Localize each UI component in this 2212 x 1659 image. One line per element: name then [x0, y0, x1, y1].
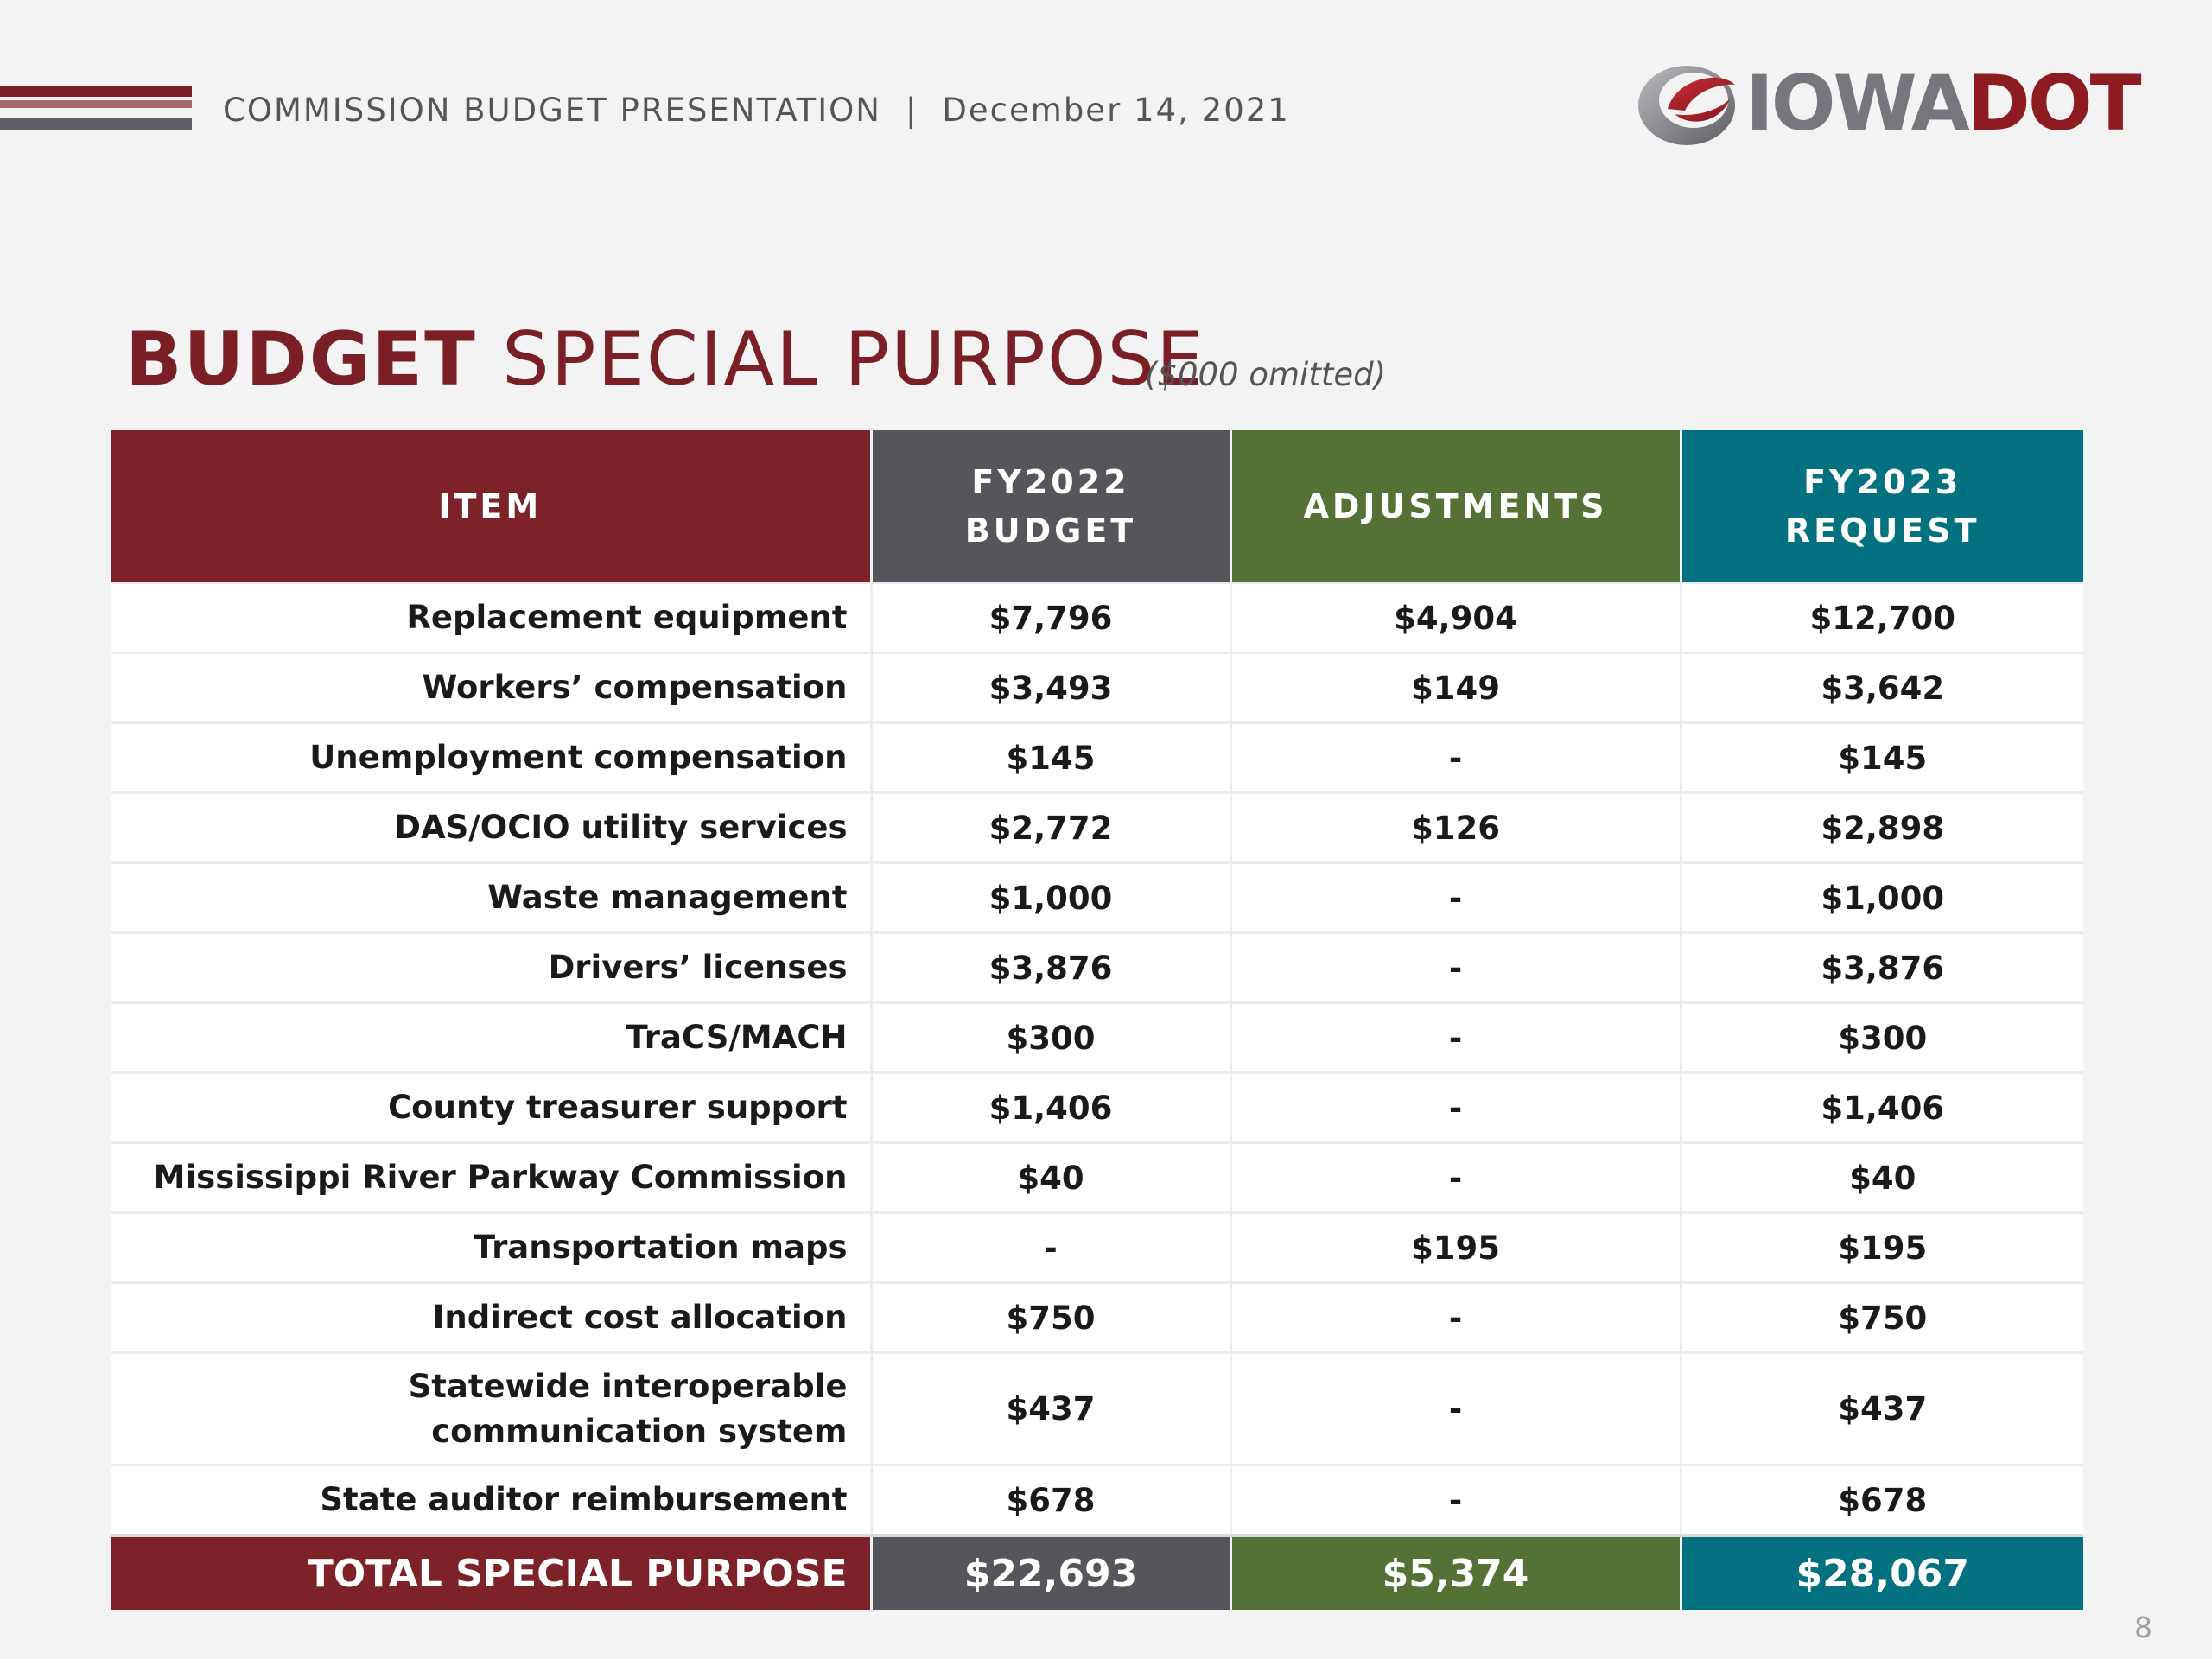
item-cell: Workers’ compensation	[111, 652, 873, 723]
total-fy2022: $22,693	[871, 1534, 1232, 1610]
fy2023-cell: $1,406	[1681, 1071, 2083, 1143]
fy2022-cell: $750	[871, 1281, 1232, 1353]
slide-title-rest: SPECIAL PURPOSE	[476, 316, 1205, 403]
fy2023-cell: $437	[1681, 1351, 2083, 1465]
header-item: ITEM	[111, 430, 873, 583]
table-row: County treasurer support $1,406 - $1,406	[111, 1071, 2083, 1143]
adjustments-cell: -	[1230, 1464, 1682, 1535]
adjustments-cell: -	[1230, 931, 1682, 1003]
adjustments-cell: -	[1230, 1281, 1682, 1353]
table-row: TraCS/MACH $300 - $300	[111, 1001, 2083, 1073]
fy2023-cell: $2,898	[1681, 791, 2083, 863]
adjustments-cell: -	[1230, 1001, 1682, 1073]
table-row: DAS/OCIO utility services $2,772 $126 $2…	[111, 791, 2083, 863]
table-row: Drivers’ licenses $3,876 - $3,876	[111, 931, 2083, 1003]
fy2023-cell: $12,700	[1681, 582, 2083, 653]
adjustments-cell: -	[1230, 861, 1682, 933]
adjustments-cell: $195	[1230, 1211, 1682, 1283]
slide-title-bold: BUDGET	[125, 316, 477, 403]
header-fy2023-request: FY2023 REQUEST	[1681, 430, 2083, 583]
item-cell: Unemployment compensation	[111, 721, 873, 793]
header-adjustments: ADJUSTMENTS	[1230, 430, 1682, 583]
item-cell: Drivers’ licenses	[111, 931, 873, 1003]
fy2022-cell: $300	[871, 1001, 1232, 1073]
presentation-name: COMMISSION BUDGET PRESENTATION	[223, 92, 881, 129]
fy2023-cell: $3,642	[1681, 652, 2083, 723]
table-row: State auditor reimbursement $678 - $678	[111, 1464, 2083, 1535]
total-fy2023: $28,067	[1681, 1534, 2083, 1610]
fy2022-cell: $1,406	[871, 1071, 1232, 1143]
fy2022-cell: $1,000	[871, 861, 1232, 933]
item-cell: Statewide interoperable communication sy…	[111, 1351, 873, 1465]
slide-subtitle: ($000 omitted)	[1145, 356, 1387, 393]
fy2023-cell: $40	[1681, 1141, 2083, 1213]
fy2022-cell: $437	[871, 1351, 1232, 1465]
table-row: Waste management $1,000 - $1,000	[111, 861, 2083, 933]
fy2022-cell: -	[871, 1211, 1232, 1283]
adjustments-cell: $126	[1230, 791, 1682, 863]
item-cell: County treasurer support	[111, 1071, 873, 1143]
fy2023-cell: $678	[1681, 1464, 2083, 1535]
table-header-row: ITEM FY2022 BUDGET ADJUSTMENTS FY2023 REQU…	[111, 430, 2083, 583]
fy2023-cell: $3,876	[1681, 931, 2083, 1003]
fy2023-cell: $300	[1681, 1001, 2083, 1073]
logo-iowa-text: IOWA	[1745, 59, 1970, 148]
item-cell: Waste management	[111, 861, 873, 933]
presentation-date: December 14, 2021	[942, 92, 1290, 129]
item-cell: Mississippi River Parkway Commission	[111, 1141, 873, 1213]
table-row: Workers’ compensation $3,493 $149 $3,642	[111, 652, 2083, 723]
item-cell: State auditor reimbursement	[111, 1464, 873, 1535]
page-number: 8	[2134, 1611, 2152, 1644]
accent-bar-red	[0, 86, 192, 97]
iowa-dot-logo: IOWADOT	[1633, 57, 2142, 152]
fy2022-cell: $40	[871, 1141, 1232, 1213]
logo-wordmark: IOWADOT	[1745, 59, 2142, 148]
table-row: Indirect cost allocation $750 - $750	[111, 1281, 2083, 1353]
header-accent-bars	[0, 85, 192, 133]
adjustments-cell: $4,904	[1230, 582, 1682, 653]
swoosh-logo-icon	[1638, 66, 1735, 145]
item-cell: Transportation maps	[111, 1211, 873, 1283]
table-row: Transportation maps - $195 $195	[111, 1211, 2083, 1283]
total-row: TOTAL SPECIAL PURPOSE $22,693 $5,374 $28…	[111, 1534, 2083, 1610]
fy2023-cell: $145	[1681, 721, 2083, 793]
item-cell: TraCS/MACH	[111, 1001, 873, 1073]
budget-table: ITEM FY2022 BUDGET ADJUSTMENTS FY2023 REQU…	[111, 430, 2083, 1610]
table-row: Unemployment compensation $145 - $145	[111, 721, 2083, 793]
adjustments-cell: -	[1230, 721, 1682, 793]
adjustments-cell: -	[1230, 1351, 1682, 1465]
fy2023-cell: $1,000	[1681, 861, 2083, 933]
table-row: Statewide interoperable communication sy…	[111, 1351, 2083, 1465]
total-label: TOTAL SPECIAL PURPOSE	[111, 1534, 873, 1610]
total-adjustments: $5,374	[1230, 1534, 1682, 1610]
fy2022-cell: $678	[871, 1464, 1232, 1535]
slide-title: BUDGET SPECIAL PURPOSE	[125, 316, 1205, 403]
table-row: Mississippi River Parkway Commission $40…	[111, 1141, 2083, 1213]
item-cell: Indirect cost allocation	[111, 1281, 873, 1353]
fy2022-cell: $3,493	[871, 652, 1232, 723]
table-row: Replacement equipment $7,796 $4,904 $12,…	[111, 582, 2083, 653]
presentation-header: COMMISSION BUDGET PRESENTATION | December …	[223, 92, 1290, 129]
fy2023-cell: $750	[1681, 1281, 2083, 1353]
accent-bar-gray	[0, 118, 192, 130]
fy2022-cell: $7,796	[871, 582, 1232, 653]
header-fy2022-budget: FY2022 BUDGET	[871, 430, 1232, 583]
fy2022-cell: $3,876	[871, 931, 1232, 1003]
item-cell: DAS/OCIO utility services	[111, 791, 873, 863]
adjustments-cell: -	[1230, 1071, 1682, 1143]
item-cell: Replacement equipment	[111, 582, 873, 653]
logo-dot-text: DOT	[1967, 59, 2142, 148]
adjustments-cell: -	[1230, 1141, 1682, 1213]
fy2022-cell: $145	[871, 721, 1232, 793]
header-separator: |	[905, 92, 918, 129]
fy2023-cell: $195	[1681, 1211, 2083, 1283]
accent-bar-light	[0, 100, 192, 108]
adjustments-cell: $149	[1230, 652, 1682, 723]
fy2022-cell: $2,772	[871, 791, 1232, 863]
